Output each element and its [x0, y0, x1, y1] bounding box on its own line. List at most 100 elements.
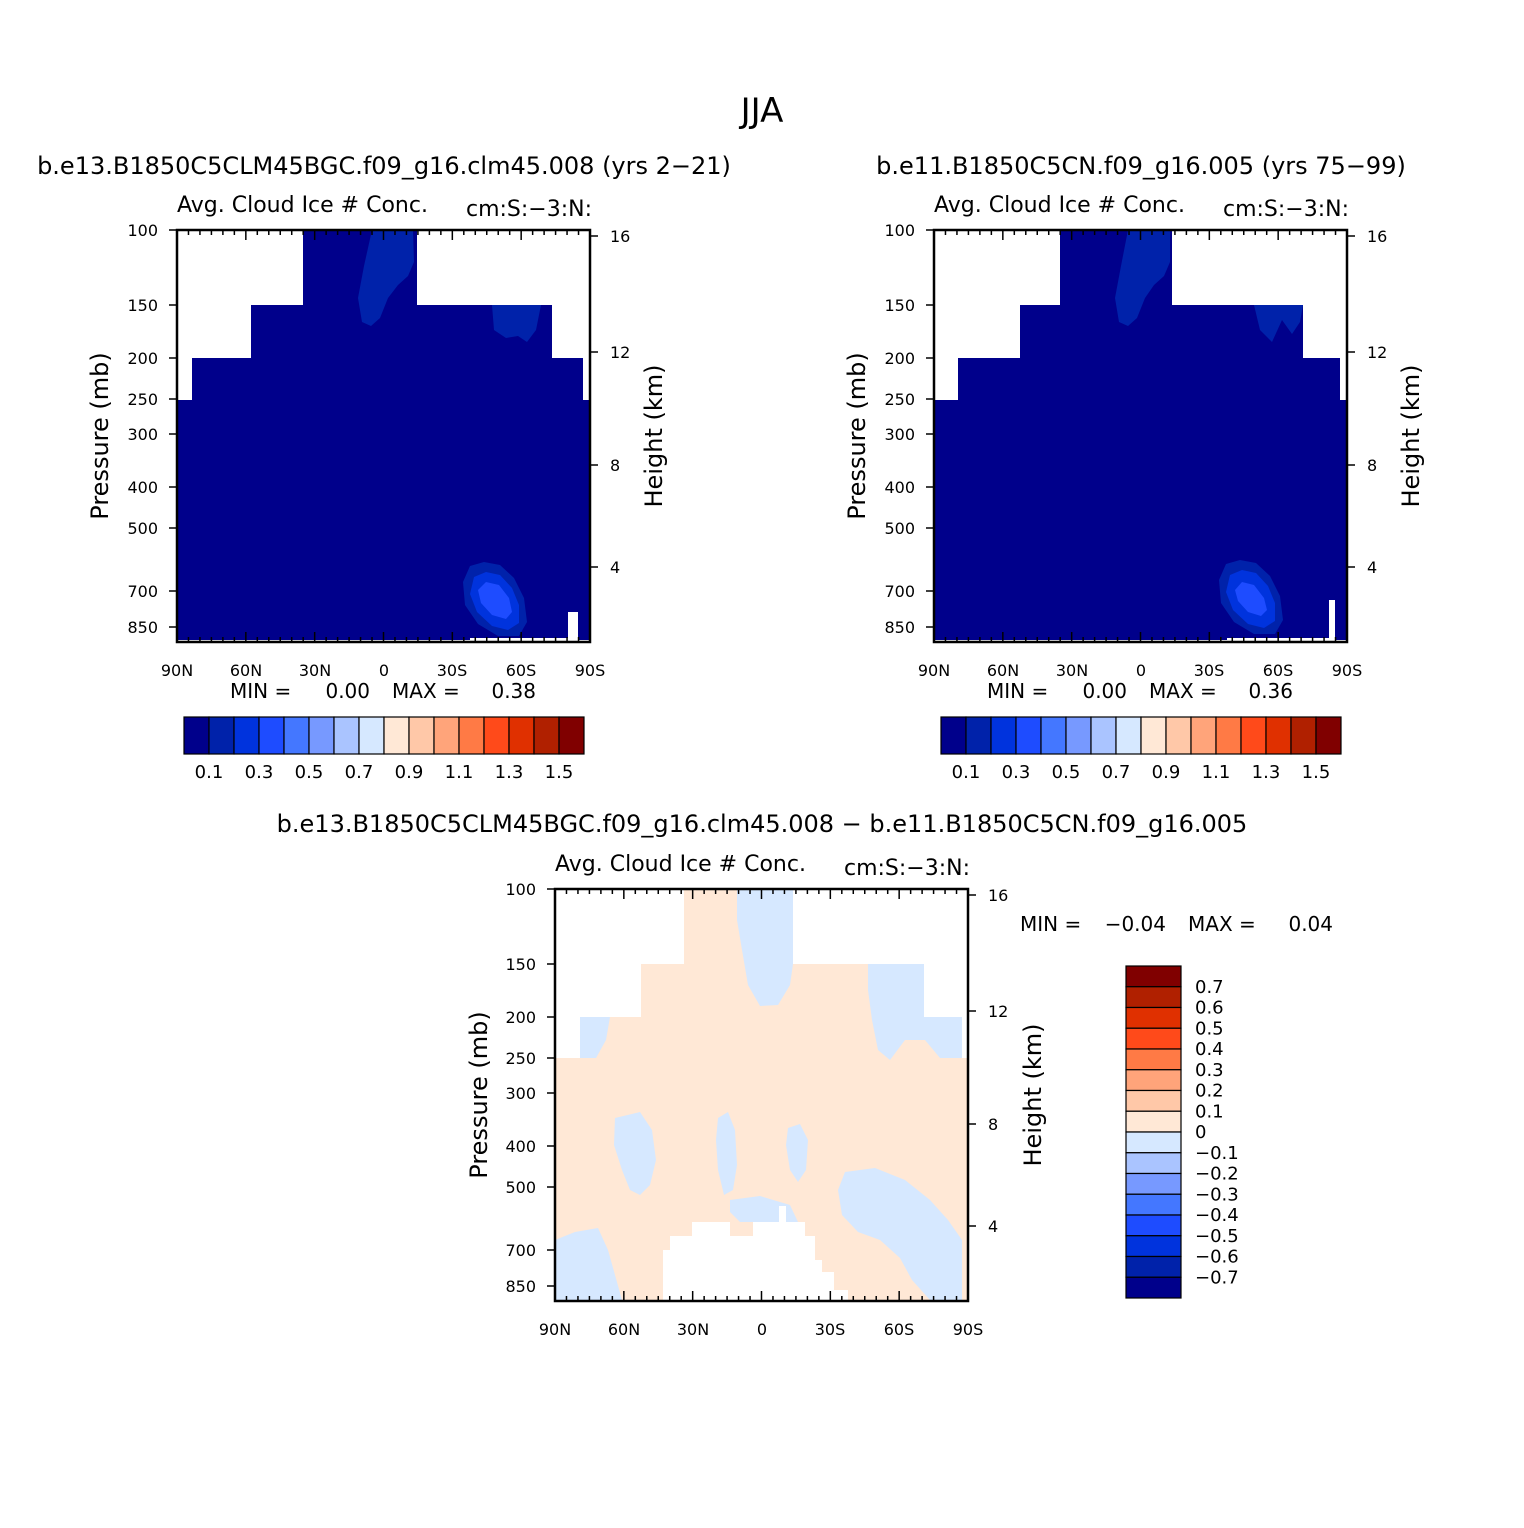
panel-2-colorbar-box	[1115, 716, 1142, 755]
panel-1-colorbar-box	[308, 716, 335, 755]
panel-1-colorbar-box	[558, 716, 585, 755]
panel-3-colorbar-box	[1125, 1235, 1182, 1258]
panel-3-colorbar-box	[1125, 1069, 1182, 1092]
panel-3-colorbar-box	[1125, 1089, 1182, 1112]
panel-3-x-tick-0: 0	[757, 1320, 767, 1339]
panel-2-plume-upper	[1115, 230, 1170, 326]
panel-3-colorbar-label: 0.6	[1195, 998, 1224, 1019]
panel-3-colorbar-box	[1125, 1152, 1182, 1175]
panel-3-x-tick-60n: 60N	[608, 1320, 640, 1339]
panel-3-colorbar-label: −0.6	[1195, 1247, 1239, 1268]
panel-2-colorbar-box	[1265, 716, 1292, 755]
panel-1-domain	[177, 230, 590, 640]
panel-1-y-tick-100: 100	[127, 221, 158, 240]
panel-1-ticks	[169, 229, 598, 642]
panel-3: b.e13.B1850C5CLM45BGC.f09_g16.clm45.008 …	[277, 810, 1333, 1339]
panel-2-colorbar-label: 1.3	[1252, 762, 1281, 783]
panel-2-colorbar-box	[1140, 716, 1167, 755]
panel-3-colorbar-label: −0.3	[1195, 1184, 1239, 1205]
panel-2-y-tick-850: 850	[884, 618, 915, 637]
panel-2-colorbar-box	[1290, 716, 1317, 755]
panel-2-colorbar-label: 0.7	[1102, 762, 1131, 783]
panel-2-max-value: 0.36	[1248, 679, 1293, 703]
panel-1-colorbar-label: 0.9	[395, 762, 424, 783]
panel-3-colorbar-box	[1125, 1193, 1182, 1216]
panel-3-x-tick-30n: 30N	[677, 1320, 709, 1339]
panel-2-right-axis-label: Height (km)	[1397, 365, 1425, 508]
panel-3-colorbar-label: 0	[1195, 1122, 1206, 1143]
panel-2-colorbar-box	[1240, 716, 1267, 755]
panel-1-max-label: MAX =	[392, 679, 460, 703]
panel-1-x-tick-60n: 60N	[230, 661, 262, 680]
panel-2-max-label: MAX =	[1149, 679, 1217, 703]
panel-3-neg-mid-2	[786, 1124, 808, 1182]
panel-3-units-label: cm:S:−3:N:	[844, 856, 970, 881]
panel-3-colorbar-label: 0.5	[1195, 1018, 1224, 1039]
panel-2-colorbar-label: 0.1	[952, 762, 981, 783]
panel-2-x-tick-60n: 60N	[987, 661, 1019, 680]
panel-2-colorbar-label: 0.9	[1152, 762, 1181, 783]
panel-3-colorbar-box	[1125, 1214, 1182, 1237]
panel-1-colorbar-label: 1.5	[545, 762, 574, 783]
panel-3-colorbar-box	[1125, 1255, 1182, 1278]
panel-1-x-tick-30n: 30N	[299, 661, 331, 680]
panel-1-right-axis-label: Height (km)	[640, 365, 668, 508]
panel-3-x-tick-30s: 30S	[815, 1320, 846, 1339]
panel-1-colorbar-box	[233, 716, 260, 755]
panel-1-colorbar-box	[433, 716, 460, 755]
panel-1-field	[177, 230, 590, 640]
panel-3-title: b.e13.B1850C5CLM45BGC.f09_g16.clm45.008 …	[277, 810, 1248, 838]
panel-2-colorbar-label: 0.5	[1052, 762, 1081, 783]
panel-2-field	[934, 230, 1347, 640]
panel-3-neg-left-top	[580, 1017, 610, 1058]
panel-3-field	[555, 889, 968, 1301]
panel-3-colorbar-label: −0.4	[1195, 1205, 1239, 1226]
panel-2-colorbar-box	[1090, 716, 1117, 755]
panel-1-y-tick-700: 700	[127, 582, 158, 601]
panel-2-x-tick-90s: 90S	[1332, 661, 1363, 680]
panel-2-variable-label: Avg. Cloud Ice # Conc.	[934, 193, 1185, 218]
panel-3-colorbar-box	[1125, 1276, 1182, 1299]
panel-3-max-value: 0.04	[1288, 912, 1333, 936]
panel-3-colorbar-box	[1125, 1110, 1182, 1133]
panel-1-max-blob-3	[478, 582, 512, 619]
panel-1-y-tick-850: 850	[127, 618, 158, 637]
panel-2-min-value: 0.00	[1082, 679, 1127, 703]
panel-3-x-tick-90n: 90N	[539, 1320, 571, 1339]
panel-1-colorbar-box	[383, 716, 410, 755]
panel-3-colorbar-label: 0.4	[1195, 1039, 1224, 1060]
panel-1-colorbar-box	[533, 716, 560, 755]
panel-1-x-tick-0: 0	[379, 661, 389, 680]
panel-1-colorbar-box	[358, 716, 385, 755]
panel-3-colorbar: 0.70.60.50.40.30.20.10−0.1−0.2−0.3−0.4−0…	[1125, 965, 1239, 1299]
panel-2-y-tick-200: 200	[884, 349, 915, 368]
panel-2-colorbar-box	[1190, 716, 1217, 755]
panel-1-title: b.e13.B1850C5CLM45BGC.f09_g16.clm45.008 …	[37, 152, 731, 180]
panel-2-colorbar-box	[1165, 716, 1192, 755]
panel-3-height-tick-8: 8	[988, 1115, 998, 1134]
panel-2-x-tick-30n: 30N	[1056, 661, 1088, 680]
panel-1-y-tick-150: 150	[127, 296, 158, 315]
panel-1-x-tick-90s: 90S	[575, 661, 606, 680]
panel-3-right-axis-label: Height (km)	[1019, 1024, 1047, 1167]
panel-1-variable-label: Avg. Cloud Ice # Conc.	[177, 193, 428, 218]
panel-3-height-tick-4: 4	[988, 1217, 998, 1236]
panel-3-variable-label: Avg. Cloud Ice # Conc.	[555, 852, 806, 877]
panel-3-y-tick-400: 400	[505, 1137, 536, 1156]
panel-1-y-tick-400: 400	[127, 478, 158, 497]
panel-3-neg-mid-1	[716, 1112, 737, 1195]
panel-3-neg-right-top	[868, 964, 962, 1060]
panel-1-colorbar-box	[183, 716, 210, 755]
panel-3-colorbar-label: −0.2	[1195, 1164, 1239, 1185]
panel-3-y-tick-500: 500	[505, 1178, 536, 1197]
panel-1-colorbar-box	[483, 716, 510, 755]
panel-3-min-label: MIN =	[1020, 912, 1081, 936]
panel-2-colorbar-box	[1065, 716, 1092, 755]
panel-3-neg-left-mid	[614, 1112, 656, 1195]
panel-1: b.e13.B1850C5CLM45BGC.f09_g16.clm45.008 …	[37, 152, 731, 783]
panel-1-plume-upper	[358, 230, 414, 326]
figure-title: JJA	[739, 91, 784, 131]
panel-2-colorbar: 0.1 0.3 0.5 0.7 0.9 1.1 1.3 1.5	[940, 716, 1342, 783]
panel-2-colorbar-box	[965, 716, 992, 755]
panel-2-x-tick-60s: 60S	[1263, 661, 1294, 680]
